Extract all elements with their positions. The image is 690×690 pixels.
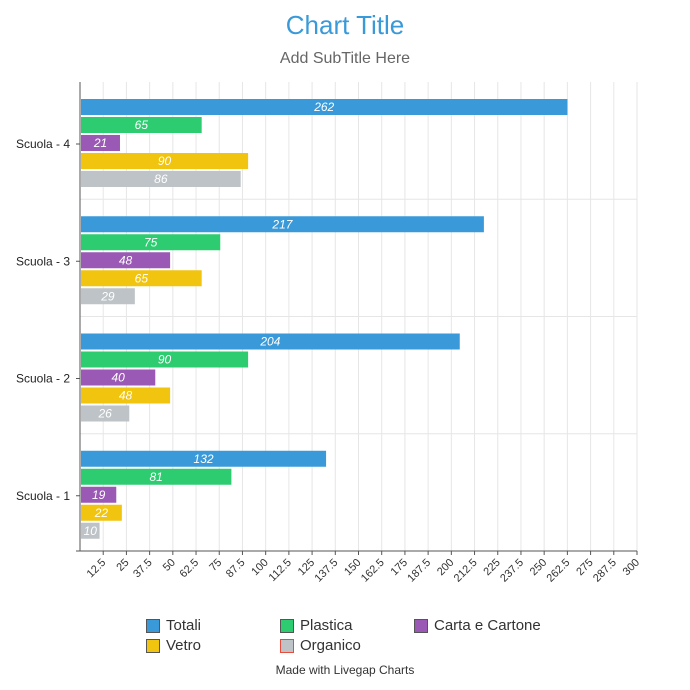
bar-organico — [81, 171, 241, 187]
x-tick-label: 112.5 — [267, 557, 294, 584]
data-label: 48 — [119, 389, 133, 403]
data-label: 26 — [97, 407, 112, 421]
bar-vetro — [81, 153, 249, 169]
bar-organico — [81, 288, 135, 305]
data-label: 29 — [100, 289, 115, 303]
data-label: 10 — [84, 524, 98, 538]
legend-label: Carta e Cartone — [434, 617, 541, 634]
x-tick-label: 12.5 — [85, 557, 109, 581]
legend-item-plastica[interactable]: Plastica — [280, 617, 353, 634]
x-tick-label: 87.5 — [224, 557, 248, 581]
bar-organico — [81, 405, 130, 422]
x-tick-label: 137.5 — [312, 557, 340, 585]
data-label: 21 — [93, 136, 107, 150]
x-tick-label: 237.5 — [498, 557, 526, 585]
legend-item-totali[interactable]: Totali — [146, 617, 201, 634]
legend-item-carta-e-cartone[interactable]: Carta e Cartone — [414, 617, 541, 634]
x-tick-label: 187.5 — [405, 557, 433, 585]
x-tick-label: 62.5 — [178, 557, 202, 581]
bar-plastica — [81, 117, 202, 133]
data-label: 48 — [119, 253, 133, 267]
chart-legend: Totali Plastica Carta e Cartone Vetro Or… — [0, 615, 690, 665]
data-label: 75 — [144, 235, 158, 249]
bar-totali — [81, 99, 568, 115]
legend-swatch — [146, 638, 160, 653]
x-tick-label: 262.5 — [545, 557, 573, 585]
chart-title: Chart Title — [285, 10, 405, 40]
data-label: 90 — [158, 154, 172, 168]
legend-item-organico[interactable]: Organico — [280, 637, 361, 654]
data-label: 22 — [94, 506, 109, 520]
legend-label: Organico — [300, 637, 361, 654]
bar-carta-e-cartone — [81, 369, 156, 386]
legend-swatch — [146, 618, 160, 633]
x-tick-label: 25 — [114, 557, 131, 574]
bar-carta-e-cartone — [81, 252, 171, 269]
bar-totali — [81, 333, 460, 350]
data-label: 86 — [154, 172, 168, 186]
legend-swatch — [280, 638, 294, 653]
legend-label: Totali — [166, 617, 202, 634]
x-tick-label: 287.5 — [591, 557, 619, 585]
x-tick-label: 37.5 — [131, 557, 155, 581]
data-label: 40 — [111, 371, 125, 385]
data-label: 90 — [158, 353, 172, 367]
category-label: Scuola - 2 — [16, 372, 70, 386]
x-tick-label: 212.5 — [452, 557, 480, 585]
bar-vetro — [81, 270, 202, 287]
data-label: 81 — [150, 470, 163, 484]
legend-item-vetro[interactable]: Vetro — [146, 637, 201, 654]
bar-totali — [81, 450, 327, 467]
data-label: 65 — [135, 118, 149, 132]
x-tick-label: 300 — [621, 557, 642, 578]
bar-carta-e-cartone — [81, 135, 120, 151]
bar-vetro — [81, 387, 171, 404]
legend-swatch — [280, 618, 294, 633]
x-tick-label: 50 — [161, 557, 178, 574]
bar-organico — [81, 522, 100, 539]
data-label: 217 — [271, 217, 293, 231]
category-label: Scuola - 3 — [16, 254, 70, 268]
bar-plastica — [81, 468, 232, 485]
bar-totali — [81, 216, 484, 233]
legend-label: Plastica — [300, 617, 353, 634]
data-label: 65 — [135, 271, 149, 285]
legend-label: Vetro — [166, 637, 202, 654]
x-tick-label: 75 — [207, 557, 224, 574]
bar-vetro — [81, 504, 122, 521]
footer-credit: Made with Livegap Charts — [275, 663, 415, 677]
legend-swatch — [414, 618, 428, 633]
x-tick-label: 162.5 — [359, 557, 387, 585]
data-label: 19 — [92, 488, 106, 502]
bar-plastica — [81, 234, 221, 251]
data-label: 262 — [313, 100, 334, 114]
category-label: Scuola - 1 — [16, 489, 70, 503]
chart-subtitle: Add SubTitle Here — [279, 50, 411, 67]
data-label: 132 — [194, 452, 214, 466]
category-label: Scuola - 4 — [16, 137, 70, 151]
bar-plastica — [81, 351, 249, 368]
bar-carta-e-cartone — [81, 486, 117, 503]
data-label: 204 — [259, 335, 280, 349]
